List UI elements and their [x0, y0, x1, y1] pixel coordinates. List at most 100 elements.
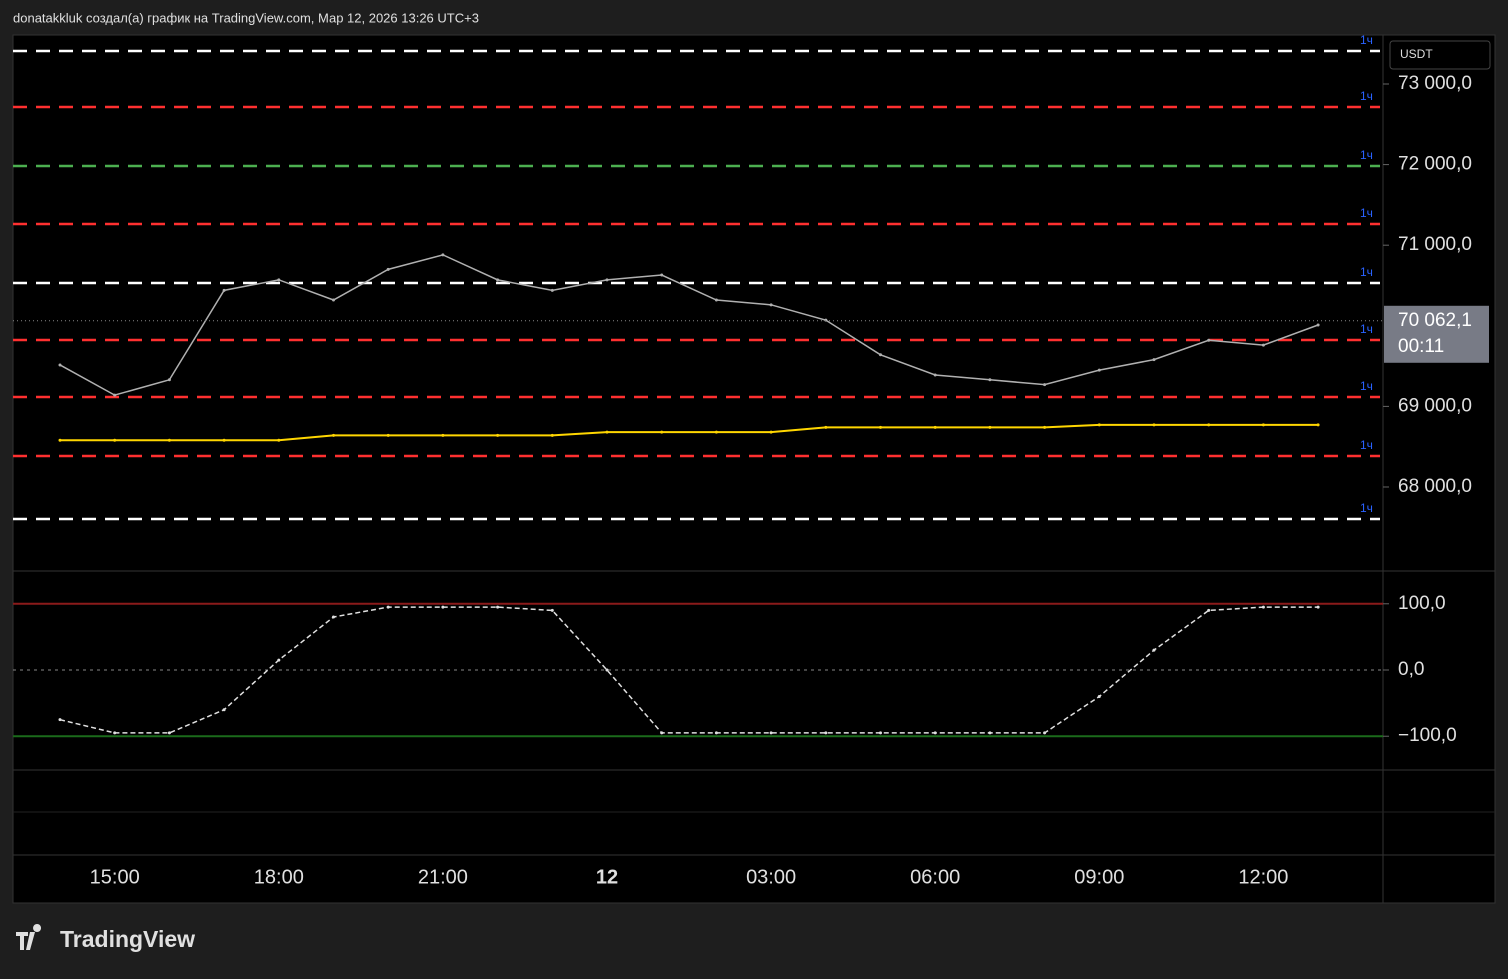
data-point	[988, 425, 992, 429]
logo-text: TradingView	[60, 926, 195, 952]
level-label: 1ч	[1360, 148, 1373, 162]
x-tick-label: 15:00	[90, 866, 140, 888]
data-point	[660, 731, 664, 735]
data-point	[988, 731, 992, 735]
chart-panel	[12, 34, 1496, 904]
data-point	[933, 731, 937, 735]
currency[interactable]: USDT	[1400, 47, 1433, 61]
data-point	[550, 433, 554, 437]
data-point	[714, 731, 718, 735]
level-label: 1ч	[1360, 265, 1373, 279]
data-point	[113, 393, 117, 397]
data-point	[1261, 343, 1265, 347]
currency-box[interactable]	[1389, 40, 1491, 70]
y-tick-label: 0,0	[1398, 659, 1424, 680]
data-point	[1316, 423, 1320, 427]
level-label: 1ч	[1360, 438, 1373, 452]
data-point	[824, 425, 828, 429]
data-point	[769, 731, 773, 735]
data-point	[1316, 323, 1320, 327]
data-point	[441, 605, 445, 609]
data-point	[605, 668, 609, 672]
data-point	[769, 430, 773, 434]
data-point	[441, 253, 445, 257]
data-point	[550, 288, 554, 292]
level-label: 1ч	[1360, 379, 1373, 393]
x-tick-label: 03:00	[746, 866, 796, 888]
data-point	[933, 373, 937, 377]
data-point	[441, 433, 445, 437]
data-point	[277, 278, 281, 282]
data-point	[1316, 605, 1320, 609]
y-tick-label: −100,0	[1398, 725, 1457, 746]
y-tick-label: 73 000,0	[1398, 73, 1472, 94]
x-tick-label: 12	[596, 866, 618, 888]
data-point	[1043, 731, 1047, 735]
y-tick-label: 100,0	[1398, 593, 1446, 614]
data-point	[1097, 423, 1101, 427]
data-point	[824, 731, 828, 735]
level-label: 1ч	[1360, 33, 1373, 47]
last-price-label: 70 062,1	[1398, 310, 1472, 331]
data-point	[222, 288, 226, 292]
data-point	[332, 433, 335, 437]
header-text: donatakkluk создал(а) график на TradingV…	[13, 10, 479, 25]
data-point	[660, 273, 664, 277]
level-label: 1ч	[1360, 322, 1373, 336]
data-point	[1097, 694, 1101, 698]
data-point	[714, 430, 718, 434]
data-point	[113, 731, 117, 735]
data-point	[1152, 648, 1156, 652]
data-point	[1261, 605, 1265, 609]
data-point	[1043, 425, 1047, 429]
data-point	[1043, 383, 1047, 387]
level-label: 1ч	[1360, 501, 1373, 515]
data-point	[386, 605, 390, 609]
data-point	[1207, 338, 1211, 342]
data-point	[879, 425, 882, 429]
data-point	[605, 430, 609, 434]
data-point	[933, 425, 937, 429]
data-point	[332, 615, 335, 619]
data-point	[879, 731, 882, 735]
data-point	[167, 731, 171, 735]
data-point	[277, 658, 281, 662]
data-point	[496, 278, 500, 282]
series-line	[59, 254, 1319, 396]
data-point	[714, 298, 718, 302]
data-point	[58, 438, 62, 442]
data-point	[167, 378, 171, 382]
x-tick-label: 09:00	[1074, 866, 1124, 888]
data-point	[277, 438, 281, 442]
data-point	[605, 278, 609, 282]
series-line	[60, 423, 1319, 442]
x-tick-label: 21:00	[418, 866, 468, 888]
data-point	[660, 430, 664, 434]
level-label: 1ч	[1360, 89, 1373, 103]
data-point	[386, 433, 390, 437]
x-tick-label: 06:00	[910, 866, 960, 888]
y-tick-label: 69 000,0	[1398, 395, 1472, 416]
data-point	[496, 433, 500, 437]
data-point	[988, 378, 992, 382]
last-price-box	[1384, 305, 1489, 363]
data-point	[58, 363, 62, 367]
data-point	[1152, 358, 1156, 362]
x-tick-label: 12:00	[1238, 866, 1288, 888]
y-tick-label: 72 000,0	[1398, 154, 1472, 175]
data-point	[550, 608, 554, 612]
data-point	[113, 438, 117, 442]
data-point	[1207, 608, 1211, 612]
data-point	[167, 438, 171, 442]
data-point	[58, 718, 62, 722]
y-tick-label: 68 000,0	[1398, 476, 1472, 497]
data-point	[386, 267, 390, 271]
data-point	[222, 708, 226, 712]
level-label: 1ч	[1360, 206, 1373, 220]
data-point	[496, 605, 500, 609]
data-point	[1207, 423, 1211, 427]
logo: TradingView	[16, 924, 195, 952]
data-point	[1152, 423, 1156, 427]
data-point	[1261, 423, 1265, 427]
